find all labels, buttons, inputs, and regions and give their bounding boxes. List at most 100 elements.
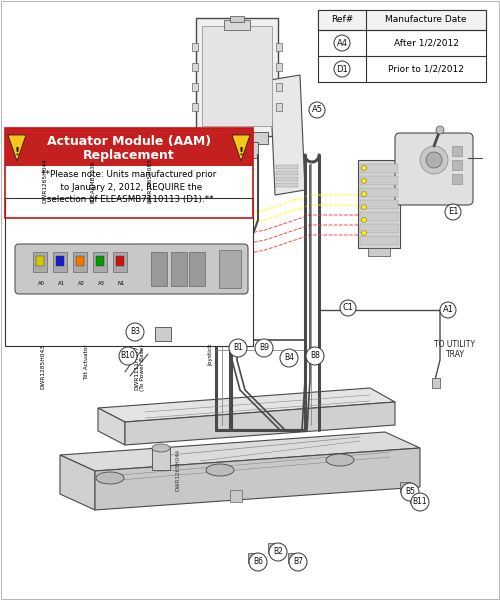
Bar [216,142,258,158]
Text: Tilt Actuator: Tilt Actuator [84,344,89,380]
Polygon shape [98,388,395,422]
Text: C1: C1 [342,304,353,313]
Bar [360,224,398,233]
Bar [5,128,253,218]
Circle shape [269,543,287,561]
Text: E1: E1 [448,208,458,217]
Circle shape [411,493,429,511]
Circle shape [362,217,366,223]
Bar [360,188,398,197]
Text: A3: A3 [98,281,104,286]
Bar [360,200,398,209]
Bar [232,344,240,354]
Text: ELEASMB7336: ELEASMB7336 [90,160,96,203]
Circle shape [362,230,366,235]
Bar [360,236,398,245]
Circle shape [445,204,461,220]
Circle shape [426,152,442,168]
Bar [224,20,250,30]
Bar [276,183,298,187]
Bar [230,16,244,22]
Bar [368,248,390,256]
Bar [276,171,298,175]
Bar [360,212,398,221]
Bar [53,252,67,272]
Circle shape [249,553,267,571]
Circle shape [440,302,456,318]
Circle shape [362,205,366,209]
Bar [113,252,127,272]
FancyBboxPatch shape [395,133,473,205]
Text: Manufacture Date: Manufacture Date [385,16,467,25]
Polygon shape [60,432,420,471]
Circle shape [289,553,307,571]
Circle shape [334,35,350,51]
Text: A1: A1 [442,305,454,314]
Text: B4: B4 [284,353,294,362]
Text: B11: B11 [412,497,428,506]
Bar [268,543,278,553]
Text: DWR1111H047
(To Power Base): DWR1111H047 (To Power Base) [134,344,145,391]
Bar [452,174,462,184]
Bar [452,160,462,170]
Bar [76,256,84,266]
Bar [342,305,350,313]
Bar [283,353,291,363]
Text: B2: B2 [273,547,283,557]
Bar [452,146,462,156]
Circle shape [292,556,300,564]
Bar [276,177,298,181]
Circle shape [280,349,298,367]
Bar [196,18,278,136]
Text: N1: N1 [118,281,124,286]
Bar [206,132,268,144]
Bar [219,250,241,288]
Bar [152,448,170,470]
Bar [318,10,486,82]
Circle shape [334,61,350,77]
Bar [432,378,440,388]
Text: B1: B1 [233,343,243,352]
Text: DWR1285H043: DWR1285H043 [40,344,46,389]
Text: B6: B6 [253,557,263,566]
Bar [318,10,486,30]
Circle shape [340,300,356,316]
Text: A1: A1 [58,281,64,286]
Ellipse shape [206,464,234,476]
Bar [309,352,317,362]
Ellipse shape [96,472,124,484]
Polygon shape [8,135,26,161]
Bar [276,165,298,169]
Bar [192,83,198,91]
Text: B8: B8 [310,352,320,361]
Text: **Please note: Units manufactured prior
  to January 2, 2012, REQUIRE the
 selec: **Please note: Units manufactured prior … [42,170,216,204]
Bar [288,553,298,563]
Bar [73,252,87,272]
Circle shape [420,146,448,174]
Text: Actuator Module (AAM): Actuator Module (AAM) [47,134,211,148]
Bar [5,198,253,346]
Bar [116,256,124,266]
Text: Ref#: Ref# [331,16,353,25]
Text: DWR1265H044: DWR1265H044 [42,158,48,203]
Polygon shape [95,448,420,510]
Text: B3: B3 [130,328,140,337]
Text: B5: B5 [405,487,415,497]
Text: A5: A5 [312,106,322,115]
Polygon shape [270,75,305,195]
Ellipse shape [152,444,170,452]
Bar [5,128,253,166]
Text: DWR1265H044: DWR1265H044 [176,449,180,491]
Bar [56,256,64,266]
Text: B9: B9 [259,343,269,352]
Circle shape [401,483,419,501]
Text: After 1/2/2012: After 1/2/2012 [394,38,458,47]
Bar [33,252,47,272]
Bar [410,493,420,503]
Bar [358,160,400,248]
Circle shape [362,166,366,170]
Text: B10: B10 [120,352,136,361]
Text: A0: A0 [38,281,44,286]
Text: Replacement: Replacement [83,148,175,161]
Polygon shape [125,402,395,445]
